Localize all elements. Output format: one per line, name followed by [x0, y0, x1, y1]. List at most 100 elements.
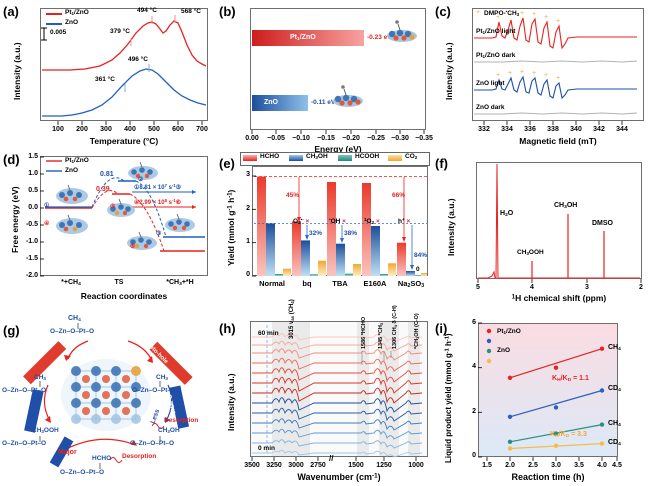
panel-a-xtick-2: 300 [100, 126, 112, 133]
panel-d-barrier-081: 0.81 [100, 171, 114, 178]
panel-h: (h) [216, 299, 432, 486]
svg-text://: // [329, 454, 334, 463]
svg-text:+: + [532, 11, 536, 18]
panel-b-value-zno: -0.11 eV [311, 99, 336, 106]
panel-b-xlabel: Energy (eV) [314, 144, 362, 154]
panel-d-ytick-0: 1.5 [28, 153, 38, 160]
panel-d-ytick-5: -1.0 [25, 238, 38, 245]
svg-text:+: + [508, 70, 512, 77]
panel-b-xtick-5: −0.25 [367, 135, 385, 142]
svg-text:+: + [520, 69, 524, 76]
panel-d-ytick-4: -0.5 [25, 221, 38, 228]
panel-d-barrier-039: 0.39 [96, 186, 110, 193]
panel-e-legend-swatch-hcho [243, 155, 257, 161]
panel-i-xtick-4: 3.5 [574, 462, 584, 469]
panel-c-xtick-1: 334 [501, 126, 513, 133]
panel-a: (a) Pt1/ZnO [0, 0, 216, 148]
panel-h-ylabel: Intensity (a.u.) [226, 373, 236, 431]
panel-a-legend-line-pt [46, 13, 62, 15]
panel-c-xtick-5: 342 [593, 126, 605, 133]
panel-e-legend [240, 152, 430, 166]
panel-d-cluster-icon-1 [56, 184, 88, 204]
panel-d-xtick-2: *CH3+*H [166, 279, 194, 288]
panel-d-state-4: ④ [44, 221, 50, 227]
panel-h-time-label-0: 0 min [258, 445, 275, 452]
panel-f-axes [476, 162, 642, 279]
panel-b-xtick-2: −0.10 [292, 135, 310, 142]
panel-h-xtick-3500: 3500 [244, 462, 260, 469]
panel-d-state-6: ⑥ [130, 244, 136, 250]
panel-d-state-2: ② [138, 177, 144, 183]
panel-b-xtick-1: −0.05 [267, 135, 285, 142]
panel-a-legend-label-pt: Pt1/ZnO [65, 9, 89, 16]
panel-i-series-label-cd4-pt: CD4 [608, 385, 621, 394]
panel-f: (f) H2O CH3OOH CH3OH DMSO 5 4 3 2 1H che… [432, 148, 650, 303]
panel-d-xlabel: Reaction coordinates [80, 291, 168, 301]
panel-d-cluster-icon-2 [128, 161, 158, 180]
panel-i-ytick-1: 2 [472, 408, 476, 415]
panel-h-peak-label-1586: 1586 *HCHO [361, 316, 367, 349]
panel-c-label: (c) [435, 4, 451, 19]
panel-d-rate-pt: ④2.99 × 108 s-1⑥ [134, 198, 182, 206]
panel-e-drop-84: 84% [414, 252, 428, 259]
panel-h-peak-label-3015: 3015 νas (CH4) [289, 299, 295, 339]
panel-f-xtick-3: 2 [639, 284, 643, 291]
panel-e-legend-label-co2: CO2 [405, 153, 418, 160]
panel-g-site-lower-left: O–Zn–O–Pt–O [2, 440, 47, 447]
panel-b-xtick-0: 0.00 [245, 135, 259, 142]
panel-f-peak-label-dmso: DMSO [592, 220, 613, 227]
panel-e-label: (e) [219, 156, 235, 171]
panel-c-trace-label-pt-dark: Pt1/ZnO dark [476, 52, 516, 59]
panel-c-ylabel: Intensity (a.u.) [444, 42, 454, 100]
panel-h-xtick-3250: 3250 [266, 462, 282, 469]
panel-d-cluster-icon-4 [56, 214, 88, 234]
panel-e-drop-45: 45% [286, 192, 300, 199]
panel-b-label: (b) [219, 4, 236, 19]
panel-i-ylabel: Liquid product yield (mmol g-1 h-1) [444, 333, 453, 463]
panel-b-cluster-icon-zno [333, 85, 363, 107]
panel-c-xtick-6: 344 [616, 126, 628, 133]
panel-h-time-label-60: 60 min [258, 330, 279, 337]
svg-text:+: + [544, 14, 548, 21]
panel-d-legend-label-pt: Pt1/ZnO [65, 157, 89, 164]
panel-i-xtick-1: 2.0 [505, 462, 515, 469]
panel-a-scalebar-label: 0.005 [50, 29, 67, 36]
panel-g-fragment-ch3-left: CH3 [34, 374, 46, 381]
panel-i-xlabel: Reaction time (h) [511, 472, 585, 482]
panel-a-xlabel: Temperature (°C) [89, 136, 159, 146]
panel-d-xtick-1: TS [114, 279, 124, 286]
panel-g-fragment-ch3-right: CH3 [156, 374, 168, 381]
svg-text:+: + [556, 18, 560, 25]
panel-d-legend-label-zno: ZnO [65, 167, 78, 174]
panel-e-drop-32: 32% [309, 230, 323, 237]
panel-f-peak-label-h2o: H2O [500, 210, 514, 219]
panel-f-xtick-0: 5 [476, 284, 480, 291]
panel-c-xtick-3: 338 [547, 126, 559, 133]
panel-g-desorption-right: Desorption [164, 417, 199, 424]
panel-h-xtick-3000: 3000 [288, 462, 304, 469]
panel-d-ylabel: Free energy (eV) [10, 186, 20, 253]
panel-f-peak-label-ch3oh: CH3OH [554, 202, 578, 211]
panel-i-xtick-5: 4.0 [597, 462, 607, 469]
panel-e-xtick-2: TBA [332, 279, 348, 288]
panel-a-xtick-1: 200 [76, 126, 88, 133]
panel-a-annotation-568: 568 °C [181, 8, 201, 15]
panel-d-cluster-icon-3 [165, 213, 195, 232]
panel-i-legend-label-zno: ZnO [497, 347, 510, 354]
panel-d: (d) [0, 148, 216, 303]
panel-a-xtick-4: 500 [148, 126, 160, 133]
panel-f-xtick-1: 4 [530, 284, 534, 291]
panel-b-xtick-4: −0.20 [342, 135, 360, 142]
panel-i-kie-label-pt: KH/KD = 1.1 [552, 375, 589, 384]
panel-f-peak-label-ch3ooh: CH3OOH [517, 249, 544, 256]
svg-text:+: + [532, 70, 536, 77]
panel-e-ylabel: Yield (mmol g-1 h-1) [226, 189, 236, 266]
panel-e: (e) HCHO CH3OH HCOOH CO2 [216, 148, 432, 303]
panel-c-xtick-0: 332 [478, 126, 490, 133]
panel-f-ylabel: Intensity (a.u.) [446, 198, 456, 256]
panel-i-xtick-0: 1.5 [482, 462, 492, 469]
panel-e-scavenger-o2: O2•- × [293, 217, 310, 225]
panel-i-ytick-0: 0 [472, 452, 476, 459]
panel-i-xtick-3: 3.0 [551, 462, 561, 469]
panel-g-fragment-ch3oh: CH3OH [158, 427, 180, 434]
